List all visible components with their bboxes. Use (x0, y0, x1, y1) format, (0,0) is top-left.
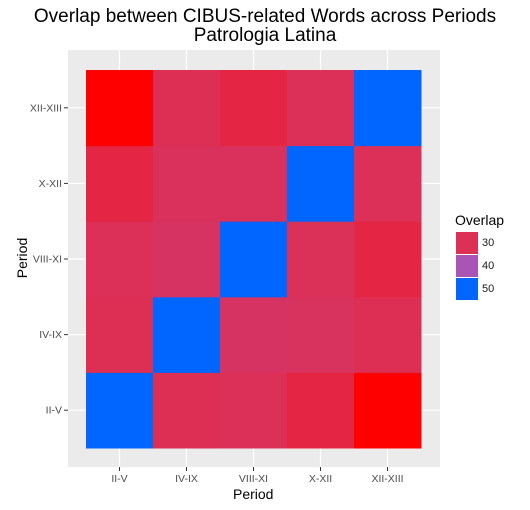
legend-key (456, 255, 478, 277)
legend-title: Overlap (455, 212, 505, 228)
x-axis-title: Period (233, 486, 274, 502)
heatmap-cell (354, 70, 422, 147)
chart-subtitle: Patrologia Latina (193, 25, 337, 46)
y-tick-label: VIII-XI (33, 254, 62, 266)
heatmap-cell (86, 372, 154, 449)
heatmap-cell (86, 70, 154, 147)
heatmap-cell (86, 296, 154, 373)
legend-label-40: 40 (482, 260, 495, 272)
heatmap-cell (220, 221, 288, 298)
heatmap-cell (354, 372, 422, 449)
y-tick-label: II-V (46, 405, 62, 417)
y-tick-label: X-XII (39, 178, 62, 190)
heatmap-cell (153, 221, 221, 298)
heatmap-cell (287, 372, 355, 449)
heatmap-cell (153, 145, 221, 222)
x-tick-label: II-V (111, 473, 127, 485)
heatmap-cell (153, 372, 221, 449)
x-tick-label: IV-IX (175, 473, 198, 485)
heatmap-cell (287, 145, 355, 222)
heatmap-cells (86, 70, 422, 449)
legend-label-30: 30 (482, 237, 495, 249)
chart-title: Overlap between CIBUS-related Words acro… (33, 6, 497, 27)
heatmap-cell (153, 70, 221, 147)
x-tick-label: VIII-XI (239, 473, 268, 485)
y-tick-label: IV-IX (39, 329, 62, 341)
heatmap-cell (86, 221, 154, 298)
heatmap-cell (220, 296, 288, 373)
y-axis-title: Period (14, 237, 30, 279)
heatmap-cell (220, 372, 288, 449)
heatmap-cell (287, 70, 355, 147)
heatmap-cell (287, 221, 355, 298)
x-axis: II-V IV-IX VIII-XI X-XII XII-XIII (111, 467, 404, 485)
legend-keys (456, 232, 478, 300)
heatmap-cell (86, 145, 154, 222)
x-tick-label: XII-XIII (371, 473, 403, 485)
heatmap-cell (354, 221, 422, 298)
x-tick-label: X-XII (309, 473, 332, 485)
heatmap-cell (287, 296, 355, 373)
heatmap-cell (354, 296, 422, 373)
heatmap-cell (220, 145, 288, 222)
heatmap-cell (220, 70, 288, 147)
legend-label-50: 50 (482, 283, 495, 295)
legend-key (456, 278, 478, 300)
heatmap-cell (153, 296, 221, 373)
heatmap-cell (354, 145, 422, 222)
y-axis: II-V IV-IX VIII-XI X-XII XII-XIII (30, 102, 68, 417)
y-tick-label: XII-XIII (30, 102, 62, 114)
legend-key (456, 232, 478, 254)
